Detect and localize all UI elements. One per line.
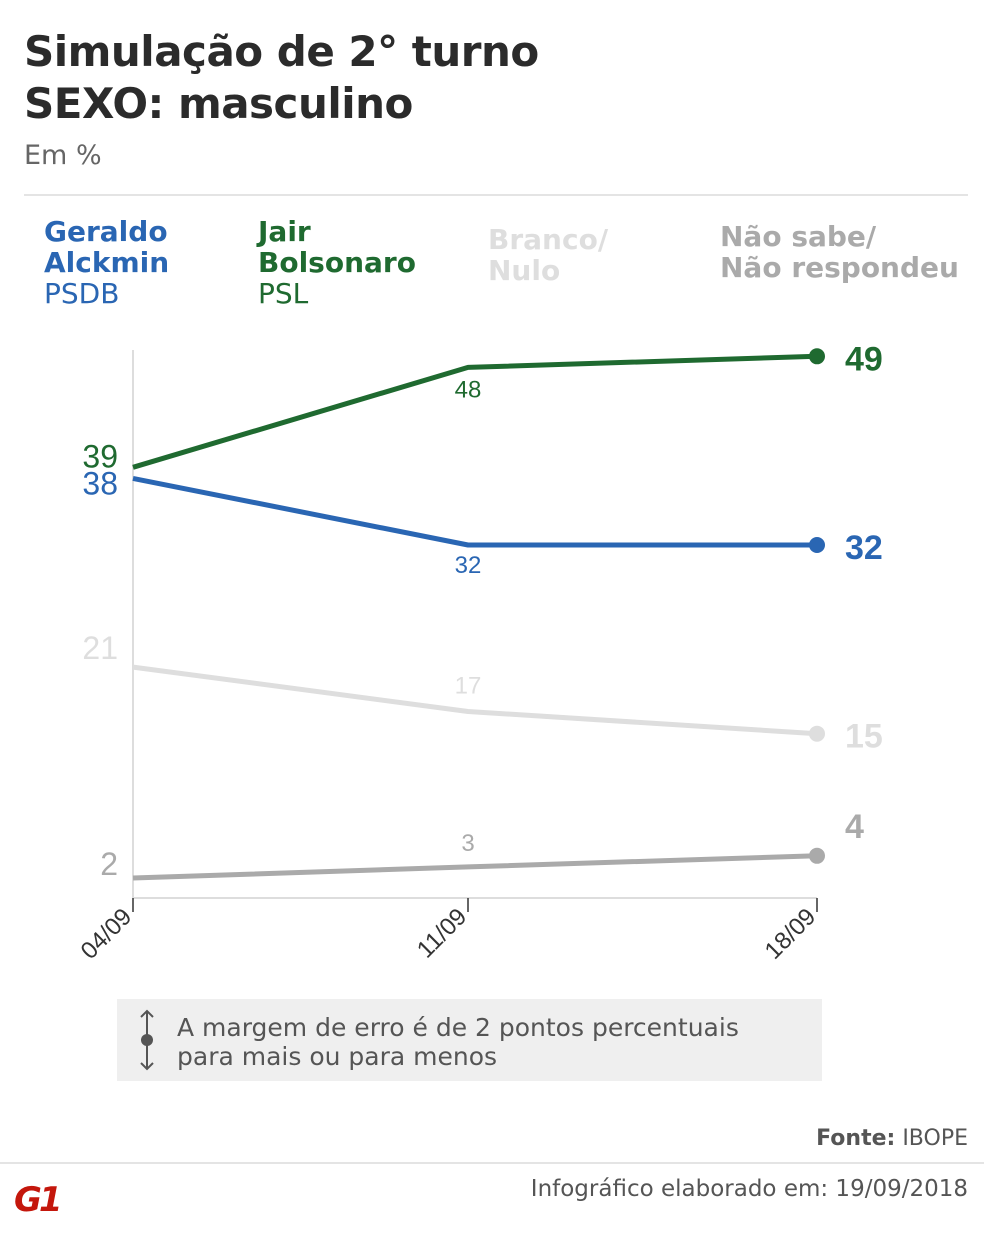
data-label: 17: [455, 673, 482, 700]
data-label: 2: [100, 846, 118, 882]
margin-of-error-note: A margem de erro é de 2 pontos percentua…: [117, 999, 822, 1081]
series-line: [132, 853, 818, 881]
page-title: Simulação de 2° turno SEXO: masculino: [24, 27, 539, 128]
made-date: Infográfico elaborado em: 19/09/2018: [530, 1176, 968, 1202]
data-point: [809, 537, 825, 553]
divider: [24, 194, 968, 196]
data-label: 48: [455, 376, 482, 403]
data-label: 38: [82, 465, 118, 501]
x-tick-label: 11/09: [412, 903, 472, 963]
data-point: [809, 348, 825, 365]
data-label: 32: [845, 529, 883, 567]
legend-bolsonaro: Jair Bolsonaro PSL: [258, 215, 416, 310]
g1-logo: G1: [14, 1180, 63, 1220]
line-chart: 04/09 11/09 18/09 39 48 49 38 32 32 21 17 15 2 3 4: [76, 340, 883, 965]
footer-divider: [0, 1162, 984, 1164]
data-label: 3: [461, 830, 474, 857]
legend-branco-nulo: Branco/Nulo: [488, 223, 609, 287]
legend-alckmin: Geraldo Alckmin PSDB: [44, 215, 170, 310]
legend-nao-sabe: Não sabe/Não respondeu: [720, 220, 959, 284]
subtitle: Em %: [24, 140, 102, 171]
series-line: [132, 353, 818, 470]
data-point: [809, 847, 825, 864]
data-label: 15: [845, 718, 883, 756]
data-label: 49: [845, 340, 883, 378]
series-line: [132, 664, 818, 737]
data-point: [809, 725, 825, 742]
data-label: 32: [455, 552, 482, 579]
up-down-arrow-icon: [140, 1009, 154, 1071]
data-label: 4: [845, 808, 864, 846]
x-tick-label: 04/09: [76, 903, 138, 965]
data-label: 39: [82, 438, 118, 474]
source: Fonte: IBOPE: [816, 1126, 968, 1151]
x-tick-label: 18/09: [760, 903, 822, 965]
data-label: 21: [82, 630, 118, 666]
series-line: [132, 475, 817, 548]
